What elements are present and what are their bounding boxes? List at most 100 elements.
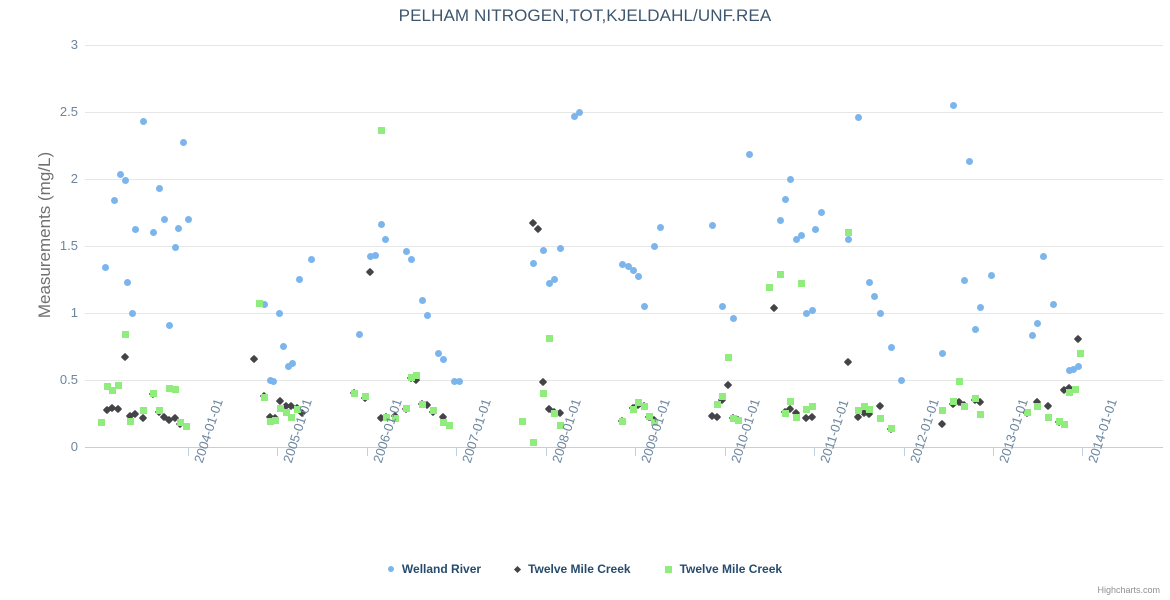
data-point[interactable]: [798, 231, 806, 239]
data-point[interactable]: [803, 405, 811, 413]
data-point[interactable]: [1070, 365, 1078, 373]
data-point[interactable]: [723, 380, 732, 390]
data-point[interactable]: [127, 418, 135, 426]
data-point[interactable]: [124, 278, 132, 286]
data-point[interactable]: [640, 302, 648, 310]
data-point[interactable]: [651, 242, 659, 250]
data-point[interactable]: [971, 325, 979, 333]
data-point[interactable]: [518, 418, 526, 426]
data-point[interactable]: [111, 196, 119, 204]
data-point[interactable]: [1034, 320, 1042, 328]
data-point[interactable]: [289, 360, 297, 368]
data-point[interactable]: [1034, 403, 1042, 411]
data-point[interactable]: [103, 383, 111, 391]
data-point[interactable]: [960, 277, 968, 285]
data-point[interactable]: [730, 415, 738, 423]
data-point[interactable]: [408, 373, 416, 381]
data-point[interactable]: [1050, 301, 1058, 309]
data-point[interactable]: [102, 263, 110, 271]
data-point[interactable]: [624, 262, 632, 270]
data-point[interactable]: [966, 158, 974, 166]
data-point[interactable]: [635, 273, 643, 281]
data-point[interactable]: [418, 400, 426, 408]
data-point[interactable]: [556, 422, 564, 430]
data-point[interactable]: [293, 405, 301, 413]
data-point[interactable]: [120, 352, 129, 361]
data-point[interactable]: [939, 349, 947, 357]
data-point[interactable]: [977, 411, 984, 419]
data-point[interactable]: [866, 405, 874, 413]
data-point[interactable]: [898, 376, 906, 384]
data-point[interactable]: [629, 266, 637, 274]
data-point[interactable]: [769, 304, 779, 313]
data-point[interactable]: [429, 407, 437, 415]
data-point[interactable]: [456, 377, 464, 385]
data-point[interactable]: [272, 416, 280, 424]
data-point[interactable]: [887, 344, 895, 352]
data-point[interactable]: [807, 412, 817, 422]
data-point[interactable]: [792, 235, 800, 243]
data-point[interactable]: [179, 139, 187, 147]
data-point[interactable]: [556, 245, 564, 253]
data-point[interactable]: [382, 235, 390, 243]
data-point[interactable]: [408, 255, 416, 263]
data-point[interactable]: [798, 280, 806, 288]
legend-item-2[interactable]: Twelve Mile Creek: [514, 562, 631, 576]
data-point[interactable]: [1043, 402, 1053, 411]
data-point[interactable]: [619, 261, 627, 269]
data-point[interactable]: [418, 297, 426, 305]
data-point[interactable]: [266, 418, 274, 426]
data-point[interactable]: [261, 301, 269, 309]
data-point[interactable]: [803, 309, 811, 317]
data-point[interactable]: [440, 419, 448, 427]
data-point[interactable]: [843, 357, 852, 367]
data-point[interactable]: [570, 112, 578, 120]
data-point[interactable]: [765, 284, 773, 292]
data-point[interactable]: [971, 395, 979, 403]
data-point[interactable]: [551, 410, 559, 417]
data-point[interactable]: [182, 423, 190, 431]
data-point[interactable]: [255, 300, 263, 308]
data-point[interactable]: [645, 412, 653, 420]
data-point[interactable]: [1023, 408, 1031, 416]
data-point[interactable]: [121, 176, 129, 184]
data-point[interactable]: [781, 195, 789, 203]
data-point[interactable]: [171, 385, 179, 393]
data-point[interactable]: [817, 209, 825, 216]
data-point[interactable]: [866, 278, 874, 286]
data-point[interactable]: [808, 306, 816, 314]
data-point[interactable]: [361, 392, 369, 400]
data-point[interactable]: [1028, 332, 1036, 340]
data-point[interactable]: [377, 127, 385, 135]
data-point[interactable]: [1071, 385, 1079, 393]
data-point[interactable]: [960, 403, 968, 411]
data-point[interactable]: [350, 389, 358, 397]
data-point[interactable]: [529, 259, 537, 267]
data-point[interactable]: [280, 343, 288, 350]
data-point[interactable]: [713, 400, 721, 408]
data-point[interactable]: [781, 410, 789, 417]
data-point[interactable]: [1073, 335, 1082, 344]
data-point[interactable]: [377, 221, 385, 229]
data-point[interactable]: [855, 113, 863, 121]
data-point[interactable]: [792, 414, 800, 422]
data-point[interactable]: [724, 353, 732, 361]
data-point[interactable]: [270, 377, 278, 385]
data-point[interactable]: [987, 271, 995, 279]
data-point[interactable]: [372, 251, 380, 259]
data-point[interactable]: [138, 414, 147, 423]
data-point[interactable]: [450, 377, 458, 385]
data-point[interactable]: [735, 416, 743, 424]
data-point[interactable]: [730, 314, 738, 322]
data-point[interactable]: [640, 403, 648, 411]
data-point[interactable]: [844, 235, 852, 243]
data-point[interactable]: [950, 397, 958, 405]
highcharts-credits[interactable]: Highcharts.com: [1097, 585, 1160, 595]
data-point[interactable]: [656, 223, 664, 231]
data-point[interactable]: [175, 225, 183, 233]
data-point[interactable]: [1066, 367, 1074, 375]
data-point[interactable]: [551, 276, 559, 283]
data-point[interactable]: [860, 403, 868, 411]
data-point[interactable]: [576, 108, 584, 116]
data-point[interactable]: [98, 419, 106, 427]
